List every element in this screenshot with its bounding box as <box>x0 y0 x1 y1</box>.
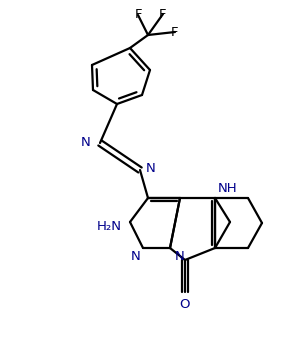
Text: O: O <box>180 298 190 311</box>
Text: NH: NH <box>218 181 238 195</box>
Text: N: N <box>81 137 91 149</box>
Text: F: F <box>134 8 142 21</box>
Text: H₂N: H₂N <box>97 220 122 234</box>
Text: N: N <box>146 161 156 175</box>
Text: F: F <box>171 25 179 39</box>
Text: N: N <box>175 250 185 262</box>
Text: F: F <box>159 7 167 20</box>
Text: N: N <box>130 250 140 262</box>
